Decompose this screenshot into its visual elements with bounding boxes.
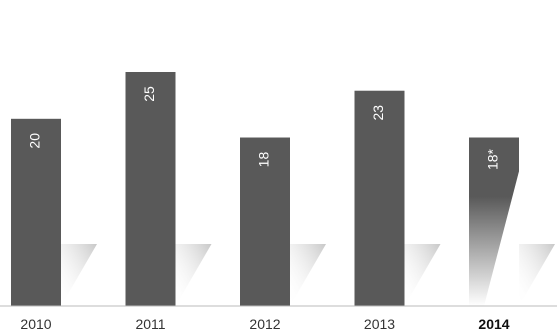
data-label-2012: 18 [256,152,272,168]
bar-2013 [354,90,405,306]
x-tick-2013: 2013 [364,316,395,332]
x-tick-2010: 2010 [20,316,51,332]
data-label-2010: 20 [27,133,43,149]
data-labels: 20 25 18 23 18* [27,86,501,170]
bar-shadows [61,244,555,306]
bar-shadow [175,244,212,306]
bar-shadow [61,244,97,306]
bar-2011 [125,72,176,306]
x-tick-2012: 2012 [249,316,280,332]
data-label-2014: 18* [485,148,501,170]
bars [11,72,519,306]
bar-2012 [240,137,290,306]
data-label-2011: 25 [141,86,157,102]
bar-2014 [469,137,519,306]
x-tick-2014: 2014 [478,316,509,332]
x-tick-2011: 2011 [135,316,165,332]
bar-shadow [519,244,555,306]
bar-shadow [290,244,326,306]
x-tick-labels: 2010 2011 2012 2013 2014 [20,316,509,332]
data-label-2013: 23 [370,105,386,121]
bar-shadow [404,244,441,306]
bar-2010 [11,118,61,306]
